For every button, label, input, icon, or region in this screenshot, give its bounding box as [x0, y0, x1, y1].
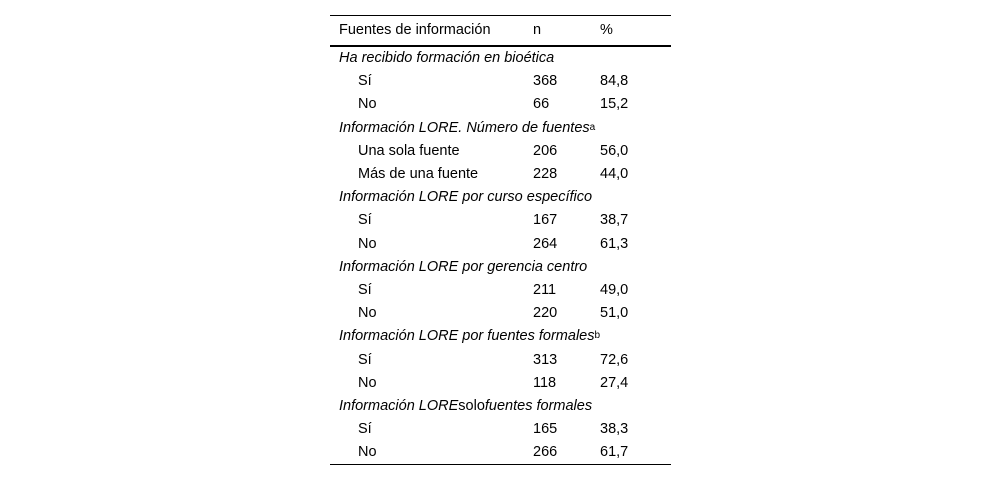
section-title-part: Información LORE	[339, 397, 459, 414]
row-percent-value: 38,7	[600, 212, 629, 229]
row-percent-value: 84,8	[600, 73, 629, 90]
section-title-part: Información LORE por gerencia centro	[339, 258, 588, 275]
table-row: Sí 368 84,8	[330, 70, 671, 93]
row-percent-value: 72,6	[600, 351, 629, 368]
row-n-value: 66	[533, 96, 550, 113]
row-label: Sí	[358, 351, 372, 368]
section-title-part: solo	[458, 397, 485, 414]
row-n-value: 118	[533, 374, 557, 391]
table-row: No 118 27,4	[330, 371, 671, 394]
row-percent-value: 27,4	[600, 374, 629, 391]
row-n-value: 264	[533, 235, 558, 252]
row-n-value: 220	[533, 305, 558, 322]
row-label: Sí	[358, 281, 372, 298]
section-title: Información LORE por gerencia centro	[330, 255, 671, 278]
table-row: Sí 313 72,6	[330, 348, 671, 371]
column-header-percent: %	[600, 22, 613, 39]
section-title: Información LORE por fuentes formales b	[339, 328, 601, 345]
row-n-value: 313	[533, 351, 558, 368]
row-n-value: 266	[533, 444, 558, 461]
section-title-part: Información LORE. Número de fuentes	[339, 119, 590, 136]
row-n-value: 165	[533, 421, 558, 438]
row-n-value: 211	[533, 281, 557, 298]
section-title: Información LORE por curso específico	[330, 186, 671, 209]
section-title: Ha recibido formación en bioética	[330, 47, 671, 70]
row-percent-value: 38,3	[600, 421, 629, 438]
row-label: Sí	[358, 421, 372, 438]
section-title: Información LORE solo fuentes formales	[330, 394, 671, 417]
row-label: No	[358, 235, 377, 252]
table-row: No 266 61,7	[330, 441, 671, 464]
row-label: Sí	[358, 73, 372, 90]
table-row: Una sola fuente 206 56,0	[330, 139, 671, 162]
table-header-row: Fuentes de información n %	[330, 16, 671, 47]
row-percent-value: 44,0	[600, 166, 629, 183]
row-n-value: 368	[533, 73, 558, 90]
row-percent-value: 15,2	[600, 96, 629, 113]
section-title: Información LORE. Número de fuentes a	[339, 119, 596, 136]
row-n-value: 228	[533, 166, 558, 183]
section-title-part: fuentes formales	[484, 397, 593, 414]
table-row: No 264 61,3	[330, 232, 671, 255]
information-sources-table: Fuentes de información n % Ha recibido f…	[330, 15, 671, 465]
row-percent-value: 61,3	[600, 235, 629, 252]
row-n-value: 167	[533, 212, 558, 229]
row-percent-value: 61,7	[600, 444, 629, 461]
row-label: No	[358, 444, 377, 461]
row-percent-value: 56,0	[600, 142, 629, 159]
row-percent-value: 51,0	[600, 305, 629, 322]
row-n-value: 206	[533, 142, 558, 159]
table-row: No 220 51,0	[330, 302, 671, 325]
table-row: Sí 165 38,3	[330, 418, 671, 441]
row-label: No	[358, 305, 377, 322]
row-label: Sí	[358, 212, 372, 229]
table-row: No 66 15,2	[330, 93, 671, 116]
row-label: No	[358, 96, 377, 113]
column-header-fuentes: Fuentes de información	[339, 22, 491, 39]
row-percent-value: 49,0	[600, 281, 629, 298]
table-body: Ha recibido formación en bioética Sí 368 84…	[330, 47, 671, 464]
table-row: Sí 167 38,7	[330, 209, 671, 232]
table-row: Más de una fuente 228 44,0	[330, 162, 671, 185]
row-label: No	[358, 374, 377, 391]
section-title-part: Información LORE por curso específico	[339, 189, 593, 206]
section-title-part: Información LORE por fuentes formales	[339, 328, 595, 345]
row-label: Una sola fuente	[358, 142, 460, 159]
table-row: Sí 211 49,0	[330, 278, 671, 301]
row-label: Más de una fuente	[358, 166, 479, 183]
section-title-part: Ha recibido formación en bioética	[339, 50, 555, 67]
column-header-n: n	[533, 22, 542, 39]
